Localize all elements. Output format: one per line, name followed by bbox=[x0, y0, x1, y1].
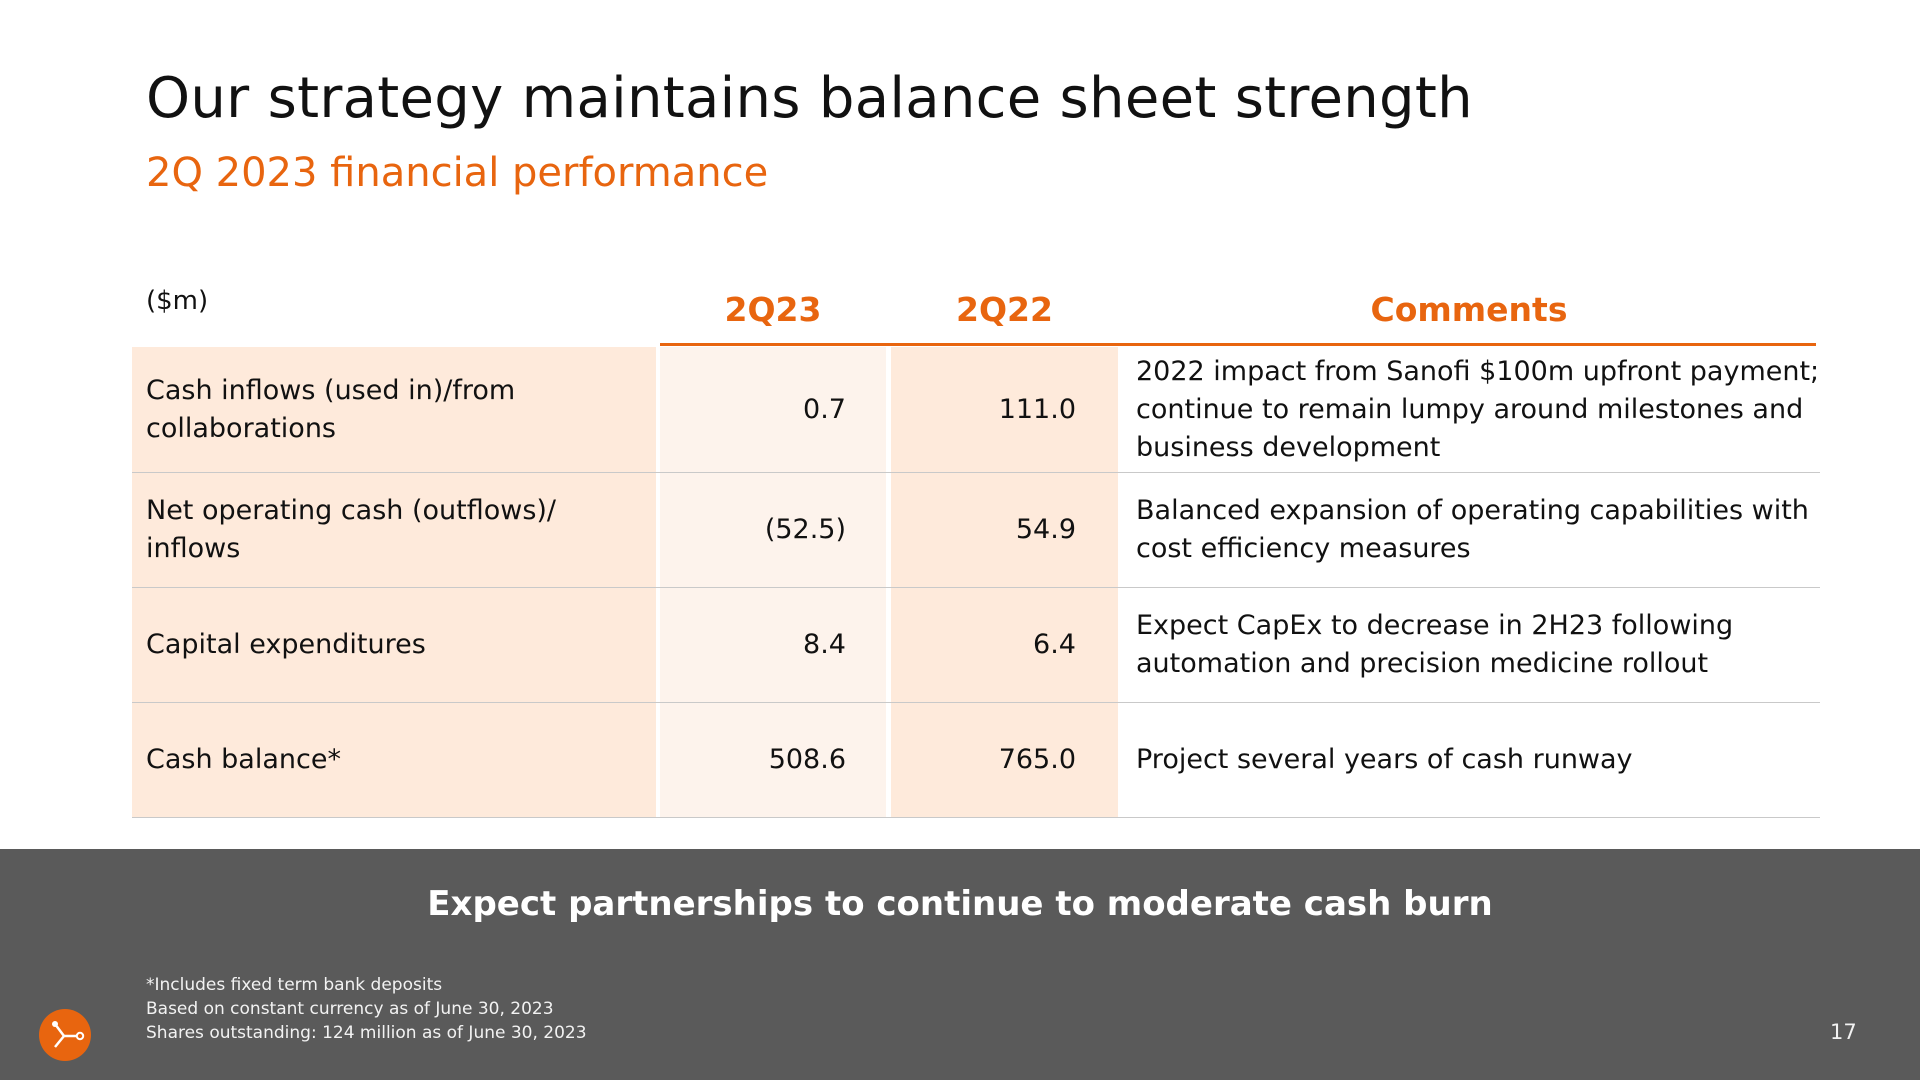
column-header-2q23: 2Q23 bbox=[724, 290, 822, 329]
table-row: Cash inflows (used in)/from collaboratio… bbox=[132, 347, 1820, 473]
slide-subtitle: 2Q 2023 financial performance bbox=[146, 150, 769, 196]
header-rule bbox=[660, 343, 1816, 346]
row-label: Net operating cash (outflows)/ inflows bbox=[132, 473, 656, 587]
table-row: Cash balance* 508.6 765.0 Project severa… bbox=[132, 703, 1820, 818]
column-header-2q22: 2Q22 bbox=[956, 290, 1053, 329]
value-2q23: 508.6 bbox=[660, 703, 886, 817]
footnotes: *Includes fixed term bank deposits Based… bbox=[146, 973, 587, 1045]
table-row: Capital expenditures 8.4 6.4 Expect CapE… bbox=[132, 588, 1820, 703]
banner-text: Expect partnerships to continue to moder… bbox=[427, 884, 1493, 924]
footnote: Shares outstanding: 124 million as of Ju… bbox=[146, 1023, 587, 1043]
value-2q22: 111.0 bbox=[891, 347, 1118, 472]
row-comment: Project several years of cash runway bbox=[1136, 744, 1633, 775]
row-comment: Balanced expansion of operating capabili… bbox=[1136, 495, 1809, 564]
footnote: Based on constant currency as of June 30… bbox=[146, 999, 554, 1019]
table-row: Net operating cash (outflows)/ inflows (… bbox=[132, 473, 1820, 588]
slide-title: Our strategy maintains balance sheet str… bbox=[146, 66, 1473, 131]
column-header-comments: Comments bbox=[1370, 290, 1568, 329]
row-comment: Expect CapEx to decrease in 2H23 followi… bbox=[1136, 610, 1734, 679]
footnote: *Includes fixed term bank deposits bbox=[146, 975, 443, 995]
value-2q22: 6.4 bbox=[891, 588, 1118, 702]
page-number: 17 bbox=[1830, 1020, 1857, 1044]
row-label: Cash inflows (used in)/from collaboratio… bbox=[132, 347, 656, 472]
value-2q22: 765.0 bbox=[891, 703, 1118, 817]
value-2q22: 54.9 bbox=[891, 473, 1118, 587]
row-label: Cash balance* bbox=[132, 703, 656, 817]
value-2q23: 8.4 bbox=[660, 588, 886, 702]
row-label: Capital expenditures bbox=[132, 588, 656, 702]
row-comment: 2022 impact from Sanofi $100m upfront pa… bbox=[1136, 355, 1820, 463]
financial-table: Cash inflows (used in)/from collaboratio… bbox=[132, 347, 1820, 818]
value-2q23: 0.7 bbox=[660, 347, 886, 472]
company-logo-icon bbox=[39, 1009, 91, 1061]
value-2q23: (52.5) bbox=[660, 473, 886, 587]
unit-label: ($m) bbox=[146, 286, 209, 316]
summary-banner bbox=[0, 849, 1920, 1080]
